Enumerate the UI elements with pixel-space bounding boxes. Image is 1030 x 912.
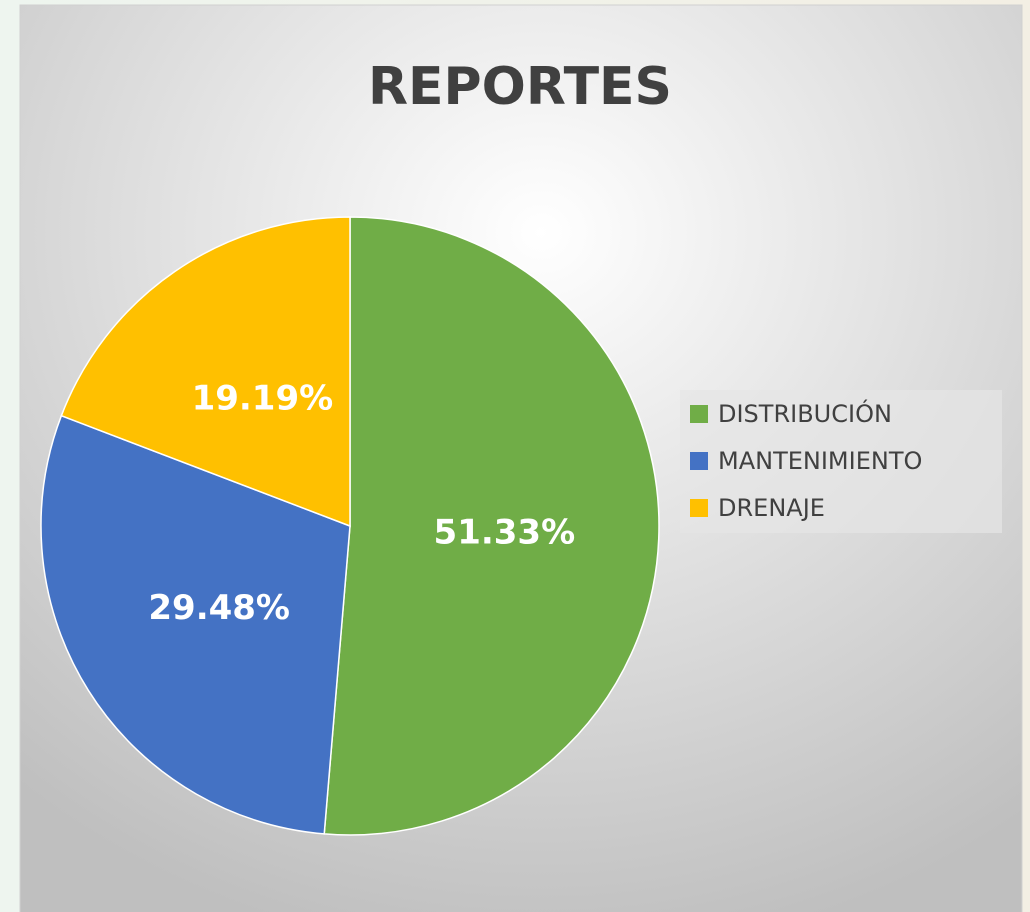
legend-label: DISTRIBUCIÓN bbox=[718, 398, 892, 428]
legend-swatch bbox=[690, 452, 708, 470]
pie-slice bbox=[60, 216, 351, 528]
legend-label: DRENAJE bbox=[718, 494, 825, 522]
legend-box bbox=[680, 390, 1002, 533]
pie-slice bbox=[40, 414, 351, 835]
legend-label: MANTENIMIENTO bbox=[718, 447, 922, 475]
data-label: 29.48% bbox=[148, 588, 290, 628]
legend-swatch bbox=[690, 405, 708, 423]
data-label: 19.19% bbox=[192, 379, 334, 419]
chart-title: REPORTES bbox=[368, 57, 672, 117]
data-label: 51.33% bbox=[434, 512, 576, 552]
legend-swatch bbox=[690, 499, 708, 517]
pie-slice bbox=[323, 216, 660, 836]
